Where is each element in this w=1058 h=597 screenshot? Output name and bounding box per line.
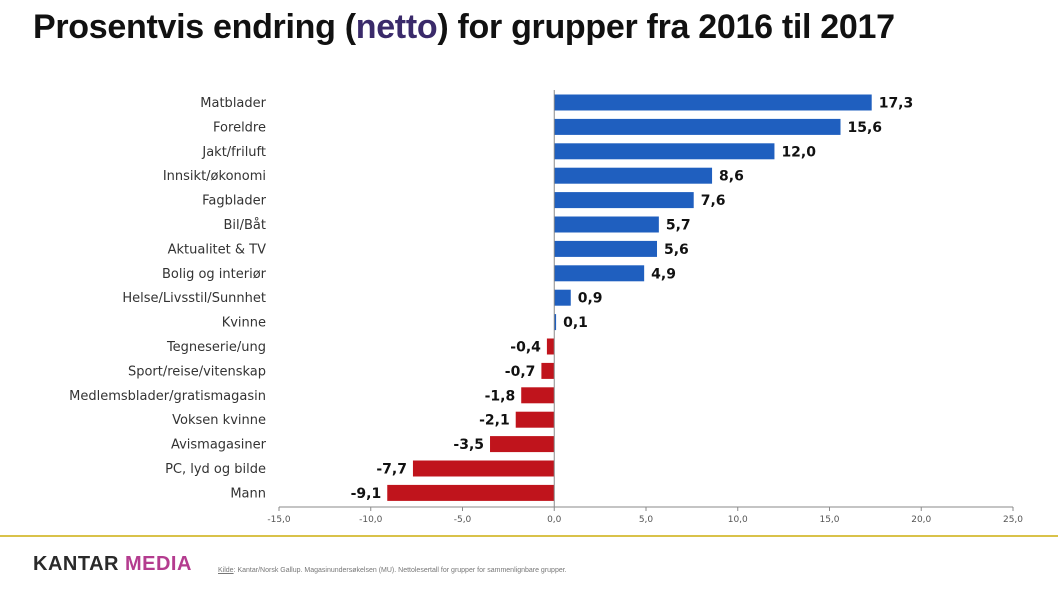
value-label: -9,1 xyxy=(351,486,382,502)
x-tick-label: -10,0 xyxy=(359,515,383,525)
bar xyxy=(521,387,555,404)
value-label: -0,7 xyxy=(505,364,536,380)
category-label: Innsikt/økonomi xyxy=(163,169,266,184)
category-label: Tegneserie/ung xyxy=(166,340,266,355)
x-tick-label: 0,0 xyxy=(547,515,562,525)
category-label: Medlemsblader/gratismagasin xyxy=(69,389,266,404)
bar xyxy=(554,265,645,282)
title-text-before: Prosentvis endring ( xyxy=(33,8,356,46)
value-label: 17,3 xyxy=(879,96,914,112)
bar xyxy=(554,118,841,135)
bar xyxy=(554,167,713,184)
category-label: Helse/Livsstil/Sunnhet xyxy=(122,291,266,306)
bar xyxy=(554,94,872,111)
x-tick-label: 20,0 xyxy=(911,515,931,525)
value-label: 15,6 xyxy=(848,120,883,136)
value-label: 0,9 xyxy=(578,291,603,307)
footer-divider xyxy=(0,535,1058,537)
category-label: Sport/reise/vitenskap xyxy=(128,364,266,379)
value-label: 8,6 xyxy=(719,169,744,185)
bar xyxy=(490,436,555,453)
value-label: -2,1 xyxy=(479,413,510,429)
bar xyxy=(546,338,555,355)
category-label: Bil/Båt xyxy=(223,218,266,233)
value-label: 7,6 xyxy=(701,193,726,209)
bar xyxy=(412,460,555,477)
source-note: Kilde: Kantar/Norsk Gallup. Magasinunder… xyxy=(218,567,567,574)
value-label: 5,6 xyxy=(664,242,689,258)
value-label: 4,9 xyxy=(651,266,676,282)
bar xyxy=(387,484,555,501)
x-tick-label: 5,0 xyxy=(639,515,654,525)
category-label: Avismagasiner xyxy=(171,438,267,453)
x-tick-label: -5,0 xyxy=(454,515,472,525)
category-label: Bolig og interiør xyxy=(162,267,267,282)
source-text: : Kantar/Norsk Gallup. Magasinundersøkel… xyxy=(233,567,567,574)
kantar-media-logo: KANTAR MEDIA xyxy=(33,553,192,576)
bar xyxy=(554,192,694,209)
value-label: -7,7 xyxy=(376,462,407,478)
category-label: Aktualitet & TV xyxy=(168,242,266,257)
x-tick-label: -15,0 xyxy=(267,515,291,525)
bar xyxy=(554,216,659,233)
bar xyxy=(541,362,555,379)
bar xyxy=(515,411,555,428)
value-label: -3,5 xyxy=(453,437,484,453)
category-label: Mann xyxy=(230,486,266,501)
title-highlight: netto xyxy=(355,8,438,46)
value-label: 0,1 xyxy=(563,315,588,331)
category-label: PC, lyd og bilde xyxy=(165,462,266,477)
source-key: Kilde xyxy=(218,567,234,574)
category-label: Fagblader xyxy=(202,194,267,209)
title-text-after: ) for grupper fra 2016 til 2017 xyxy=(437,8,895,46)
value-label: 5,7 xyxy=(666,218,691,234)
bar xyxy=(554,314,557,331)
logo-media: MEDIA xyxy=(124,553,192,575)
value-label: -1,8 xyxy=(485,388,516,404)
page-title: Prosentvis endring (netto) for grupper f… xyxy=(33,8,895,47)
bar-chart: Matblader 17,3 Foreldre 15,6 Jakt/friluft 12,… xyxy=(69,90,1023,525)
value-label: -0,4 xyxy=(510,340,541,356)
category-label: Foreldre xyxy=(213,120,266,135)
category-label: Matblader xyxy=(200,96,266,111)
x-tick-label: 15,0 xyxy=(819,515,839,525)
logo-kantar: KANTAR xyxy=(33,553,119,575)
x-tick-label: 25,0 xyxy=(1003,515,1023,525)
bar xyxy=(554,289,571,306)
category-label: Jakt/friluft xyxy=(201,145,266,160)
bar xyxy=(554,240,658,257)
category-label: Kvinne xyxy=(222,316,266,331)
value-label: 12,0 xyxy=(781,144,816,160)
bar xyxy=(554,143,775,160)
x-tick-label: 10,0 xyxy=(728,515,748,525)
category-label: Voksen kvinne xyxy=(172,413,266,428)
